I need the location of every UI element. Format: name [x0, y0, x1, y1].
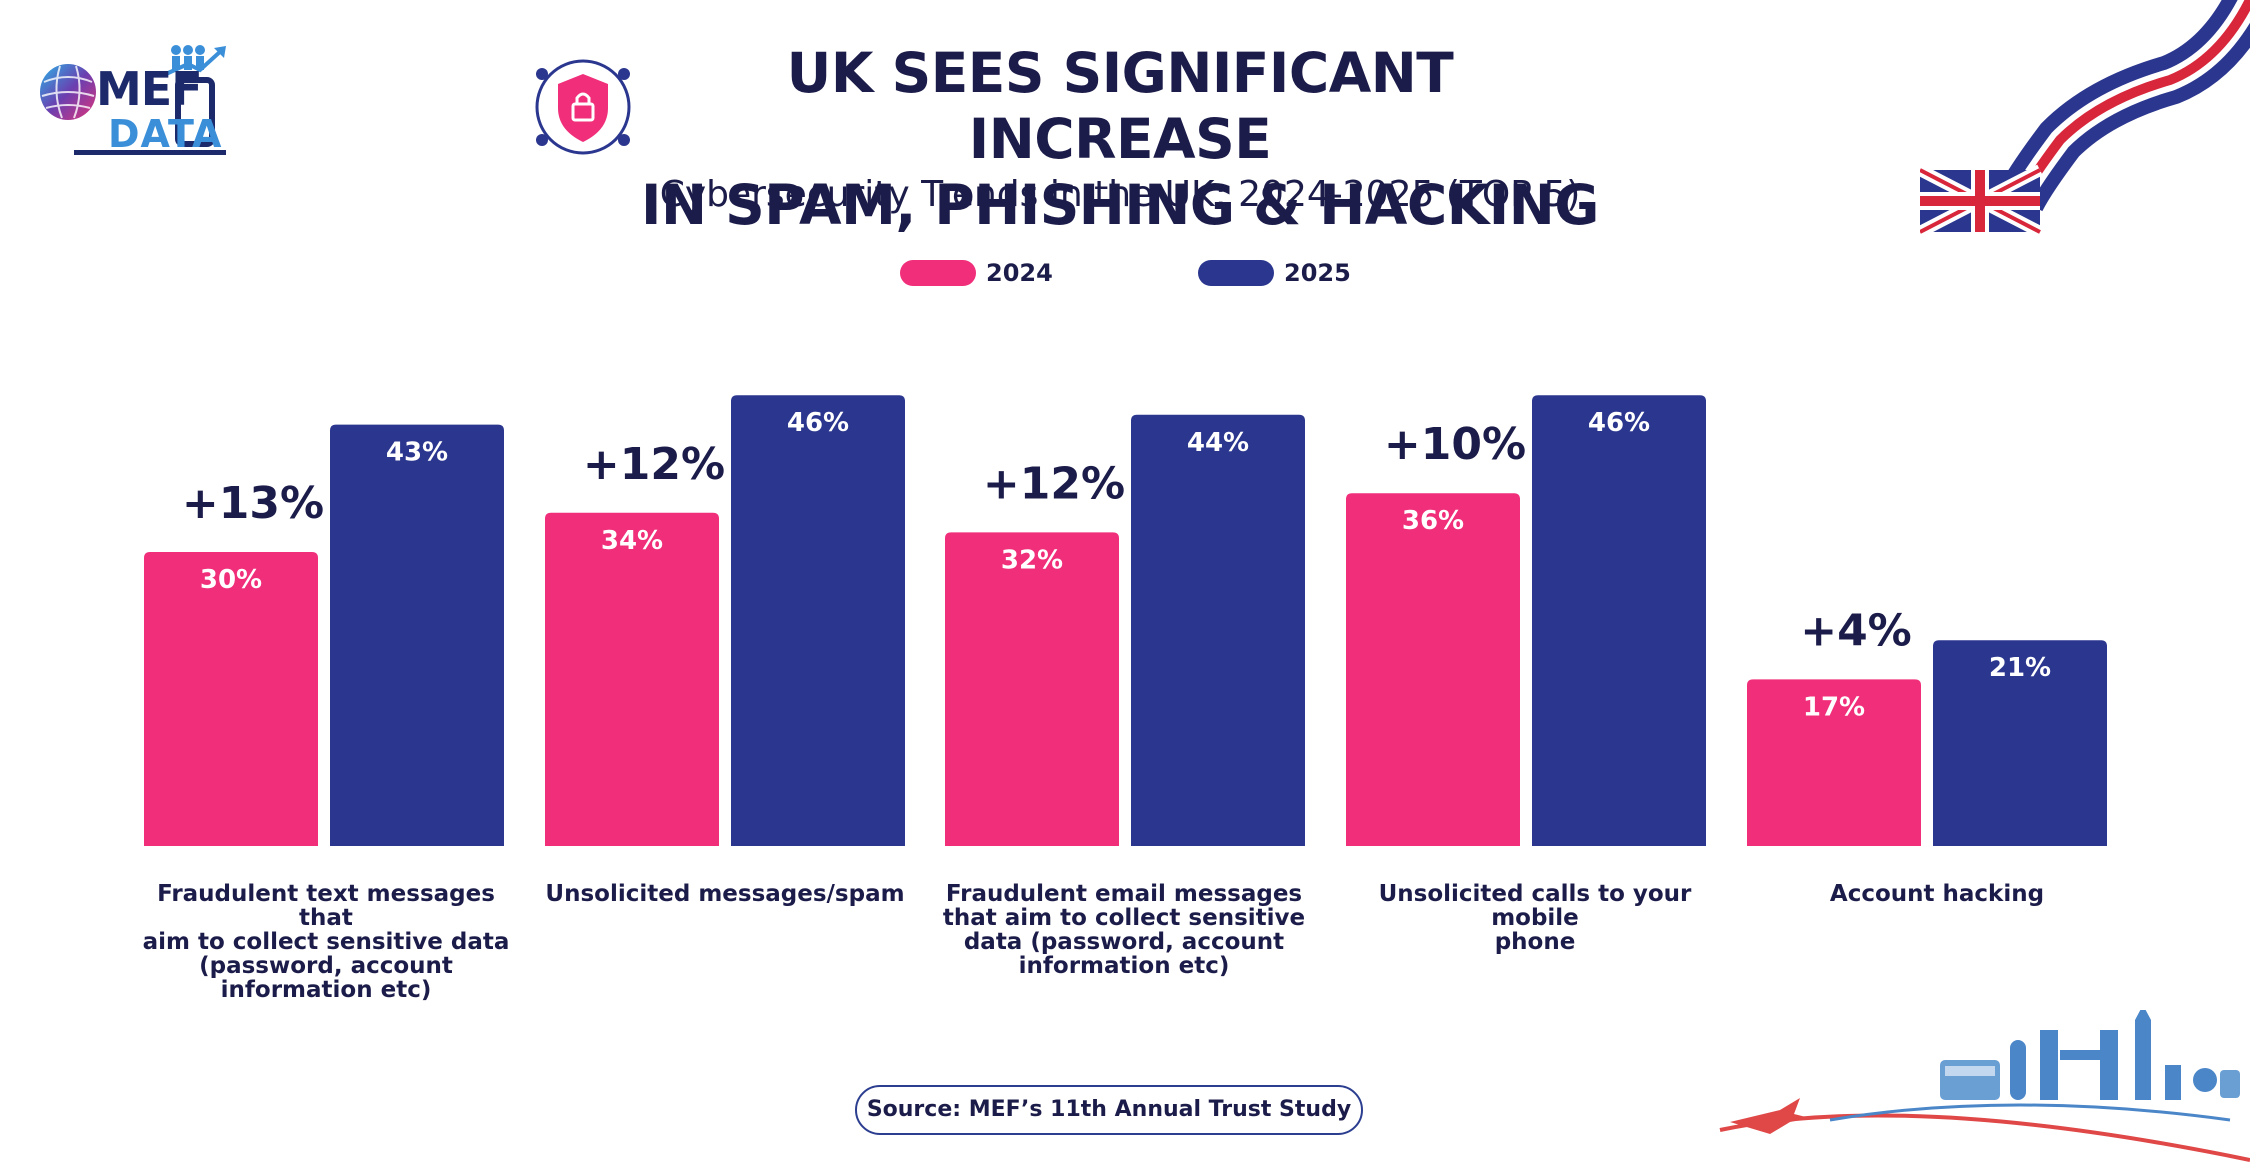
- category-label-line: (password, account: [199, 953, 453, 979]
- bar-2025-2: [731, 395, 905, 846]
- category-label-line: information etc): [1018, 953, 1230, 979]
- legend-label-2024: 2024: [986, 259, 1053, 287]
- bar-2025-4: [1532, 395, 1706, 846]
- legend-swatch-2025: [1198, 260, 1274, 286]
- legend-label-2025: 2025: [1284, 259, 1351, 287]
- bar-2024-1: [144, 552, 318, 846]
- bar-value-label-2025-5: 21%: [1989, 653, 2051, 683]
- page-title: UK SEES SIGNIFICANT INCREASE IN SPAM, PH…: [640, 40, 1600, 238]
- source-note: Source: MEF’s 11th Annual Trust Study: [855, 1085, 1363, 1135]
- bar-value-label-2024-5: 17%: [1803, 692, 1865, 722]
- category-label-4: Unsolicited calls to your mobile phone: [1350, 882, 1720, 954]
- category-label-1: Fraudulent text messages that aim to col…: [141, 882, 511, 1002]
- globe-icon: [40, 45, 226, 155]
- category-label-line: Fraudulent email messages: [945, 881, 1303, 907]
- category-label-line: Account hacking: [1829, 881, 2045, 907]
- category-label-line: data (password, account: [963, 929, 1285, 955]
- legend-item-2025: 2025: [1198, 258, 1351, 288]
- airplane-icon: [1730, 1098, 1810, 1134]
- category-label-line: Fraudulent text messages that: [157, 881, 495, 931]
- category-label-line: that aim to collect sensitive: [942, 905, 1306, 931]
- bar-value-label-2024-2: 34%: [601, 526, 663, 556]
- bar-value-label-2024-3: 32%: [1001, 545, 1063, 575]
- bar-value-label-2025-1: 43%: [386, 438, 448, 468]
- page-subtitle: Cybersecurity Trends in the UK: 2024-202…: [659, 174, 1581, 215]
- change-annotation-1: +13%: [182, 478, 324, 529]
- bar-value-label-2024-1: 30%: [200, 565, 262, 595]
- bar-2024-4: [1346, 493, 1520, 846]
- bar-2025-1: [330, 424, 504, 846]
- mef-data-logo: MEF DATA: [38, 40, 278, 170]
- category-label-3: Fraudulent email messages that aim to co…: [939, 882, 1309, 978]
- category-label-2: Unsolicited messages/spam: [540, 882, 910, 906]
- lock-shield-icon: [528, 52, 638, 162]
- category-label-5: Account hacking: [1752, 882, 2122, 906]
- bar-value-label-2025-3: 44%: [1187, 428, 1249, 458]
- category-label-line: Unsolicited calls to your mobile: [1378, 881, 1692, 931]
- uk-flag-ribbon-icon: [1920, 0, 2250, 238]
- title-line-2: IN SPAM, PHISHING & HACKING: [641, 173, 1599, 237]
- category-label-line: information etc): [220, 977, 432, 1003]
- bar-value-label-2025-4: 46%: [1588, 408, 1650, 438]
- category-label-line: phone: [1494, 929, 1576, 955]
- logo-data-text: DATA: [108, 112, 223, 156]
- change-annotation-5: +4%: [1800, 605, 1912, 656]
- london-skyline-illustration: [1719, 1010, 2250, 1162]
- bar-2024-3: [945, 532, 1119, 846]
- category-label-line: Unsolicited messages/spam: [545, 881, 905, 907]
- change-annotation-2: +12%: [583, 439, 725, 490]
- bar-value-label-2025-2: 46%: [787, 408, 849, 438]
- change-annotation-3: +12%: [983, 458, 1125, 509]
- change-annotation-4: +10%: [1384, 419, 1526, 470]
- bar-2024-2: [545, 512, 719, 846]
- title-line-1: UK SEES SIGNIFICANT INCREASE: [786, 41, 1454, 171]
- bar-2025-3: [1131, 414, 1305, 846]
- bar-2024-5: [1747, 679, 1921, 846]
- legend-swatch-2024: [900, 260, 976, 286]
- category-label-line: aim to collect sensitive data: [142, 929, 510, 955]
- bar-value-label-2024-4: 36%: [1402, 506, 1464, 536]
- bar-2025-5: [1933, 640, 2107, 846]
- logo-mef-text: MEF: [96, 62, 203, 116]
- legend-item-2024: 2024: [900, 258, 1053, 288]
